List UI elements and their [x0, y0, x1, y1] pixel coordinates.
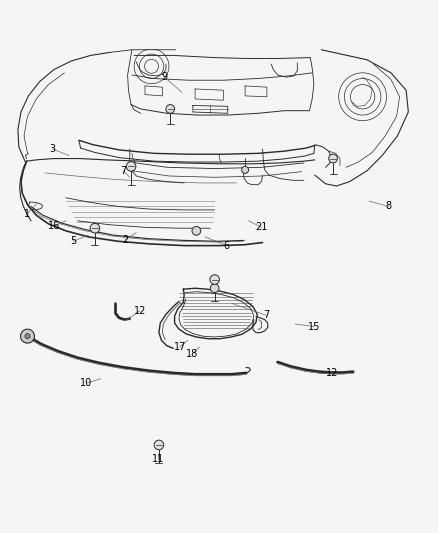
Text: 5: 5	[70, 236, 76, 246]
Circle shape	[126, 161, 136, 171]
Text: 16: 16	[47, 221, 60, 231]
Circle shape	[242, 166, 249, 173]
Text: 18: 18	[186, 350, 198, 359]
Circle shape	[328, 154, 337, 163]
Text: 12: 12	[134, 306, 146, 316]
Text: 12: 12	[326, 368, 338, 378]
Text: 7: 7	[263, 310, 269, 320]
Text: 8: 8	[386, 201, 392, 212]
Text: 2: 2	[122, 235, 128, 245]
Circle shape	[192, 227, 201, 235]
Circle shape	[154, 440, 164, 450]
Circle shape	[166, 104, 175, 114]
Text: 21: 21	[255, 222, 268, 232]
Text: 6: 6	[224, 240, 230, 251]
Text: 17: 17	[173, 342, 186, 352]
Text: 9: 9	[162, 72, 168, 82]
Circle shape	[90, 223, 100, 233]
Circle shape	[25, 334, 30, 339]
Text: 11: 11	[152, 454, 164, 464]
Circle shape	[21, 329, 35, 343]
Text: 10: 10	[80, 378, 92, 388]
Text: 15: 15	[307, 321, 320, 332]
Circle shape	[210, 284, 219, 293]
Text: 7: 7	[120, 166, 127, 176]
Text: 1: 1	[24, 209, 30, 219]
Circle shape	[210, 275, 219, 284]
Text: 3: 3	[49, 144, 56, 154]
